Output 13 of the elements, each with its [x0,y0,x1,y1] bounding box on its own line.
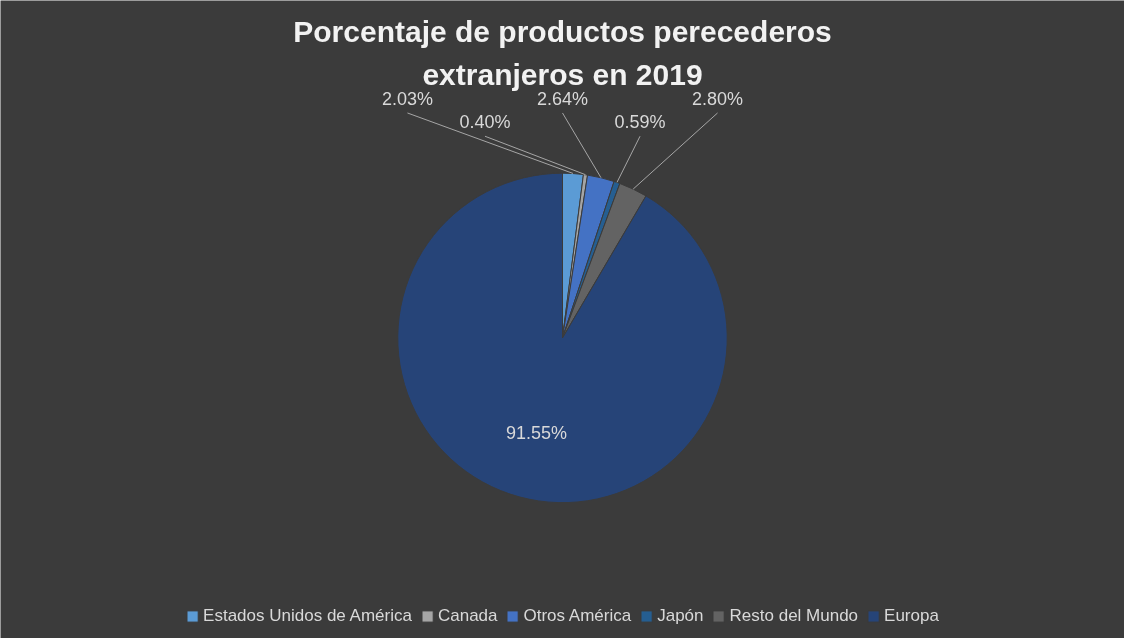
legend-label: Canada [437,606,498,626]
data-label: 2.64% [536,89,589,110]
legend-label: Estados Unidos de América [203,606,412,626]
data-label: 2.03% [381,89,433,110]
legend-label: Otros América [523,606,632,626]
data-label: 0.40% [459,112,511,133]
legend-label: Japón [657,606,704,626]
legend-label: Europa [884,606,939,626]
legend-label: Resto del Mundo [729,606,859,626]
data-label: 91.55% [506,423,568,444]
data-label: 0.59% [614,112,666,133]
data-label: 2.80% [692,89,744,110]
chart-title: Porcentaje de productos perecederos extranjeros en 2019 [293,15,832,91]
